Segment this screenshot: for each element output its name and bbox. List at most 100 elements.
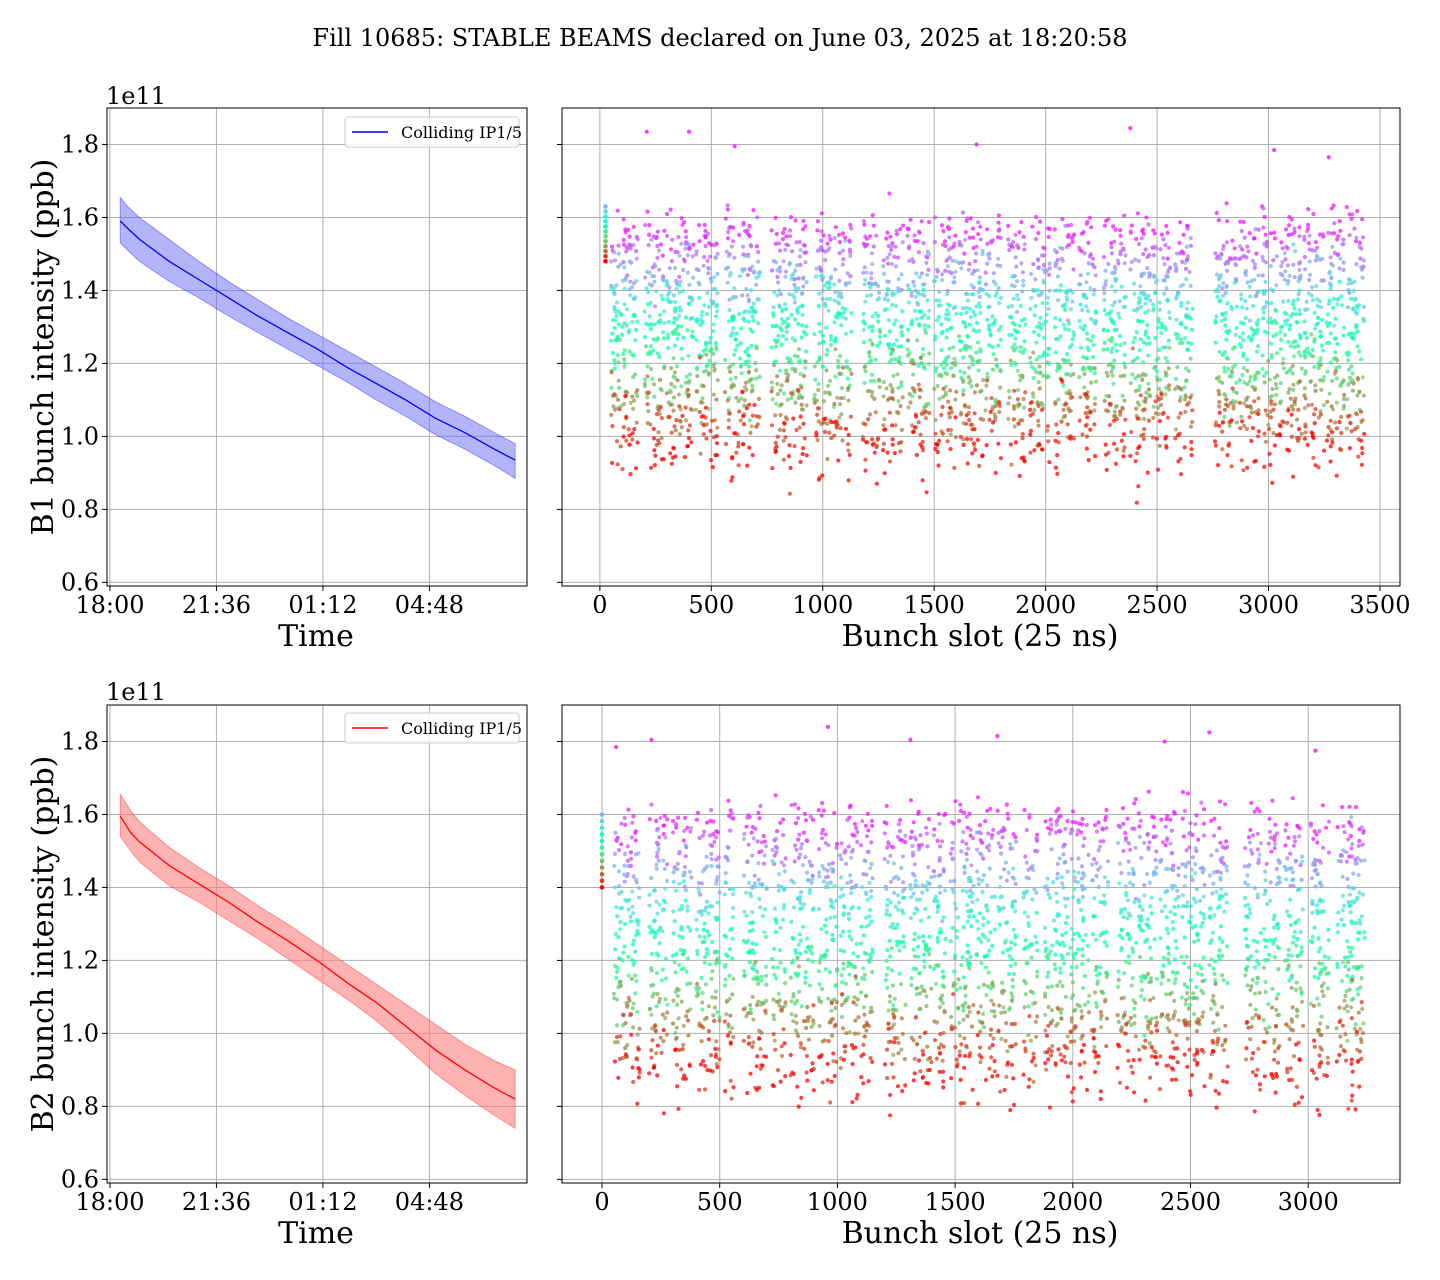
bunch-point — [823, 429, 828, 435]
bunch-point — [1254, 251, 1259, 256]
bunch-point — [1045, 424, 1050, 429]
bunch-point — [1013, 336, 1018, 341]
bunch-point — [1177, 251, 1183, 256]
bunch-point — [1148, 394, 1153, 399]
bunch-point — [958, 369, 963, 374]
bunch-point — [1336, 234, 1341, 239]
bunch-point — [645, 402, 650, 407]
bunch-point — [1065, 288, 1070, 293]
bunch-point — [957, 338, 962, 344]
bunch-point — [906, 327, 911, 332]
bunch-point — [958, 412, 964, 417]
bunch-point — [867, 354, 872, 359]
bunch-point — [1336, 858, 1341, 863]
bunch-point — [836, 458, 841, 463]
bunch-point — [1246, 249, 1251, 254]
bunch-point — [834, 419, 839, 424]
bunch-point — [1349, 429, 1354, 434]
bunch-point — [1307, 277, 1312, 283]
bunch-point — [1034, 214, 1039, 220]
bunch-point — [939, 322, 944, 327]
bunch-point — [966, 846, 971, 851]
bunch-point — [1112, 409, 1117, 414]
bunch-point — [1044, 884, 1049, 889]
bunch-point — [887, 279, 892, 284]
bunch-point — [782, 319, 788, 324]
bunch-point — [976, 926, 981, 932]
bunch-point — [669, 259, 675, 264]
bunch-point — [682, 815, 688, 821]
bunch-point — [1230, 346, 1236, 351]
bunch-point — [791, 905, 797, 910]
bunch-point — [951, 890, 956, 895]
bunch-point — [699, 414, 704, 419]
bunch-point — [1065, 422, 1070, 427]
bunch-point — [862, 244, 868, 249]
bunch-point — [754, 244, 759, 249]
bunch-point — [777, 288, 782, 293]
bunch-point — [696, 886, 701, 891]
bunch-point — [931, 869, 937, 874]
bunch-point — [825, 885, 830, 890]
bunch-point — [840, 315, 845, 320]
bunch-point — [794, 263, 800, 268]
b2-mean-intensity-line — [119, 815, 516, 1100]
bunch-point — [782, 863, 787, 868]
bunch-point — [1280, 361, 1286, 366]
bunch-point — [825, 948, 830, 953]
bunch-point — [778, 820, 783, 825]
x-tick-label: 1500 — [904, 591, 965, 619]
bunch-point — [688, 829, 693, 834]
bunch-point — [754, 368, 759, 373]
bunch-point — [1190, 878, 1195, 883]
bunch-point — [1359, 825, 1364, 830]
bunch-point — [926, 817, 932, 822]
bunch-point — [974, 251, 979, 256]
y-tick-label: 0.8 — [61, 495, 99, 523]
bunch-point — [991, 271, 997, 276]
bunch-point — [948, 879, 953, 884]
bunch-point — [1298, 353, 1303, 358]
bunch-point — [1021, 396, 1026, 402]
bunch-point — [1011, 927, 1016, 932]
bunch-point — [1330, 440, 1335, 445]
bunch-point — [1058, 317, 1063, 322]
bunch-point — [778, 412, 783, 418]
bunch-point — [1292, 344, 1297, 350]
bunch-point — [1009, 462, 1014, 467]
bunch-point — [1350, 842, 1355, 847]
bunch-point — [1054, 809, 1059, 814]
bunch-point — [1303, 424, 1308, 429]
bunch-point — [1199, 800, 1204, 805]
bunch-point — [656, 320, 661, 325]
bunch-point — [1104, 943, 1109, 948]
bunch-point — [704, 854, 709, 860]
bunch-point — [883, 427, 888, 432]
bunch-point — [1266, 358, 1271, 363]
bunch-point — [805, 838, 810, 844]
bunch-point — [1113, 267, 1118, 272]
bunch-point — [773, 359, 779, 364]
bunch-point — [1243, 846, 1248, 851]
bunch-point — [1153, 399, 1158, 404]
bunch-point — [1338, 228, 1343, 233]
bunch-point — [1302, 405, 1307, 411]
bunch-point — [816, 387, 821, 393]
bunch-point — [1121, 454, 1126, 459]
bunch-point — [1230, 386, 1235, 391]
bunch-point — [996, 399, 1002, 404]
bunch-point — [1252, 277, 1257, 282]
bunch-point — [968, 216, 973, 221]
bunch-point — [654, 828, 660, 833]
bunch-point — [610, 424, 615, 429]
bunch-point — [850, 885, 855, 890]
bunch-point — [1164, 817, 1169, 822]
bunch-point — [964, 413, 969, 418]
bunch-point — [1312, 326, 1318, 331]
bunch-point — [693, 407, 698, 412]
bunch-point — [812, 364, 817, 369]
bunch-point — [832, 433, 837, 438]
bunch-point — [1159, 232, 1165, 237]
bunch-point — [1133, 376, 1138, 381]
bunch-point — [1094, 861, 1099, 866]
